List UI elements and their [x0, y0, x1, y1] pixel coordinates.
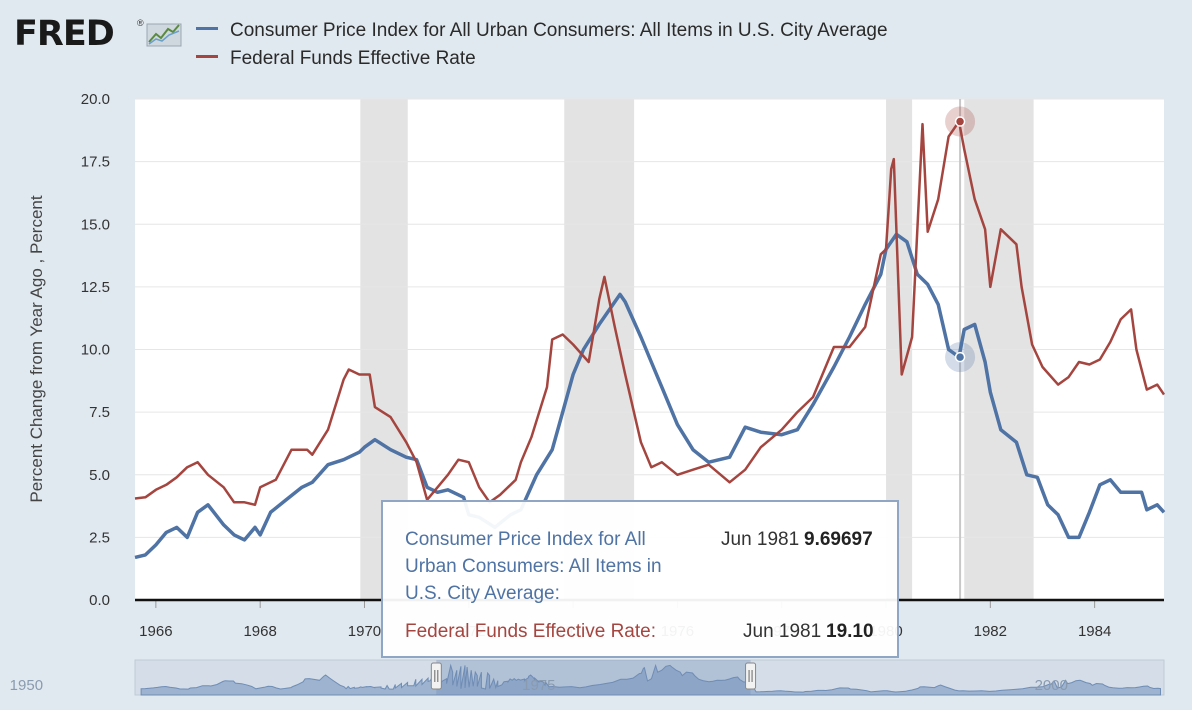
tooltip-ffr-value: 19.10: [826, 621, 874, 642]
y-tick-label: 7.5: [89, 404, 110, 421]
y-tick-label: 2.5: [89, 529, 110, 546]
x-tick-label: 1968: [243, 623, 276, 640]
y-tick-label: 5.0: [89, 467, 110, 484]
y-tick-label: 17.5: [81, 154, 110, 171]
fred-logo[interactable]: FRED ®: [14, 14, 184, 54]
navigator-label: 1950: [10, 677, 43, 694]
navigator-label: 2000: [1035, 677, 1068, 694]
navigator-left-handle[interactable]: [430, 662, 442, 690]
navigator[interactable]: 1950 1975 2000: [10, 659, 1165, 696]
navigator-selected-range[interactable]: [436, 660, 751, 695]
tooltip: Consumer Price Index for All Urban Consu…: [381, 500, 899, 658]
tooltip-cpi-value: 9.69697: [804, 529, 873, 550]
legend-item-ffr[interactable]: Federal Funds Effective Rate: [196, 48, 476, 70]
hover-markers: [945, 106, 976, 373]
registered-mark: ®: [137, 18, 144, 28]
cpi-hover-point: [954, 351, 966, 363]
tooltip-ffr-date: Jun 1981: [743, 621, 822, 642]
trend-line-icon: [146, 23, 182, 47]
y-tick-label: 0.0: [89, 592, 110, 609]
x-tick-label: 1984: [1078, 623, 1111, 640]
cpi-series-line[interactable]: [134, 232, 1166, 560]
legend-item-cpi[interactable]: Consumer Price Index for All Urban Consu…: [196, 20, 888, 42]
navigator-label: 1975: [522, 677, 555, 694]
series-lines: [134, 120, 1166, 560]
ffr-hover-point: [954, 116, 966, 127]
navigator-right-handle[interactable]: [745, 662, 757, 690]
y-axis-ticks: 0.0 2.5 5.0 7.5 10.0 12.5 15.0 17.5 20.0: [81, 91, 110, 609]
x-tick-label: 1970: [348, 623, 381, 640]
navigator-series-area: [140, 663, 1161, 696]
ffr-series-line[interactable]: [134, 120, 1166, 507]
tooltip-cpi-date: Jun 1981: [721, 529, 800, 550]
y-axis-title: Percent Change from Year Ago , Percent: [27, 195, 46, 502]
x-tick-label: 1982: [974, 623, 1007, 640]
legend-swatch-ffr: [196, 55, 218, 59]
y-tick-label: 20.0: [81, 91, 110, 108]
x-tick-label: 1966: [139, 623, 172, 640]
tooltip-ffr-name: Federal Funds Effective Rate:: [405, 621, 656, 642]
legend-swatch-cpi: [196, 27, 218, 31]
legend-label-ffr: Federal Funds Effective Rate: [230, 48, 476, 69]
grid-lines: [135, 98, 1164, 538]
tooltip-cpi-name: Consumer Price Index for All Urban Consu…: [405, 529, 662, 604]
fred-logo-text: FRED: [14, 14, 115, 54]
y-tick-label: 12.5: [81, 279, 110, 296]
legend-label-cpi: Consumer Price Index for All Urban Consu…: [230, 20, 888, 41]
y-tick-label: 10.0: [81, 342, 110, 359]
y-tick-label: 15.0: [81, 216, 110, 233]
